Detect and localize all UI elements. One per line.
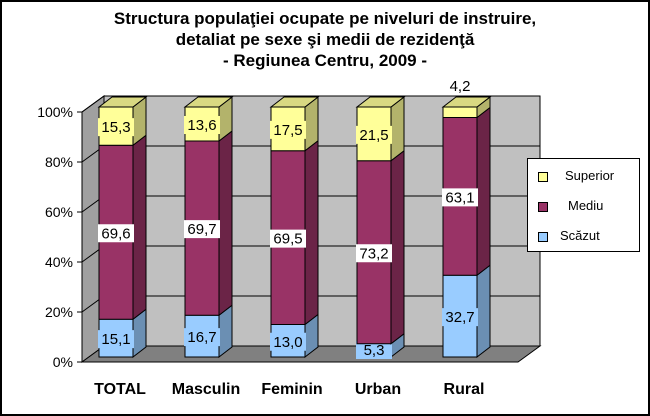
bar-top [269, 96, 320, 108]
data-label-bg [356, 125, 392, 144]
data-label: 63,1 [445, 189, 474, 206]
data-label-bg [184, 328, 220, 347]
data-label: 13,6 [187, 117, 216, 134]
legend-swatch-superior [538, 172, 548, 182]
x-tick-label: Masculin [172, 381, 240, 398]
data-label-bg [270, 229, 306, 248]
bar-top [183, 96, 234, 108]
data-label: 15,3 [101, 119, 130, 136]
data-label-bg [356, 341, 392, 359]
data-label-bg [98, 224, 134, 243]
y-tick-label: 40% [45, 254, 73, 270]
data-label-bg [356, 244, 392, 263]
bar-superior-rural [442, 106, 478, 118]
data-label: 21,5 [359, 127, 388, 144]
x-tick-label: Rural [444, 381, 485, 398]
y-tick-label: 80% [45, 154, 73, 170]
data-label: 17,5 [273, 122, 302, 139]
y-tick-label: 100% [37, 104, 73, 120]
data-label-bg [442, 188, 478, 207]
data-label-bg [270, 120, 306, 139]
x-tick-label: TOTAL [94, 381, 146, 398]
data-label-bg [98, 330, 134, 349]
bar-side [390, 95, 405, 162]
legend-swatch-scazut [538, 232, 548, 242]
y-tick-label: 60% [45, 204, 73, 220]
legend-item-scazut: Scăzut [528, 228, 639, 244]
data-label: 69,6 [101, 225, 130, 242]
legend-label-scazut: Scăzut [560, 228, 600, 243]
bar-top [441, 96, 492, 108]
bar-top [97, 96, 148, 108]
data-label-bg [98, 118, 134, 137]
bar-side [476, 106, 491, 277]
data-label: 16,7 [187, 329, 216, 346]
data-label: 5,3 [364, 342, 385, 359]
y-tick-label: 20% [45, 304, 73, 320]
x-tick-label: Feminin [261, 381, 322, 398]
bar-side [476, 264, 491, 359]
chart-legend: Superior Mediu Scăzut [527, 158, 640, 252]
legend-item-mediu: Mediu [528, 198, 639, 214]
bar-side [304, 139, 319, 326]
data-label: 13,0 [273, 334, 302, 351]
bar-top [355, 96, 406, 108]
data-label: 73,2 [359, 245, 388, 262]
data-label: 69,5 [273, 231, 302, 248]
gridline [81, 95, 540, 113]
data-label-bg [442, 308, 478, 327]
data-label: 69,7 [187, 221, 216, 238]
legend-item-superior: Superior [528, 168, 639, 184]
data-label-bg [184, 220, 220, 239]
bar-side [218, 129, 233, 317]
data-label-bg [184, 116, 220, 134]
data-label: 15,1 [101, 331, 130, 348]
legend-swatch-mediu [538, 202, 548, 212]
x-tick-label: Urban [355, 381, 401, 398]
y-tick-label: 0% [53, 354, 73, 370]
bar-side [132, 134, 147, 321]
chart-title-line-1: Structura populaţiei ocupate pe niveluri… [113, 9, 537, 28]
data-label: 32,7 [445, 309, 474, 326]
bar-side [390, 149, 405, 345]
chart-title-line-3: - Regiunea Centru, 2009 - [222, 51, 428, 70]
chart-title-line-2: detaliat pe sexe şi medii de rezidenţă [175, 30, 475, 49]
data-label-bg [270, 332, 306, 351]
legend-label-superior: Superior [565, 168, 615, 183]
data-label: 4,2 [450, 78, 471, 95]
legend-label-mediu: Mediu [568, 198, 604, 213]
